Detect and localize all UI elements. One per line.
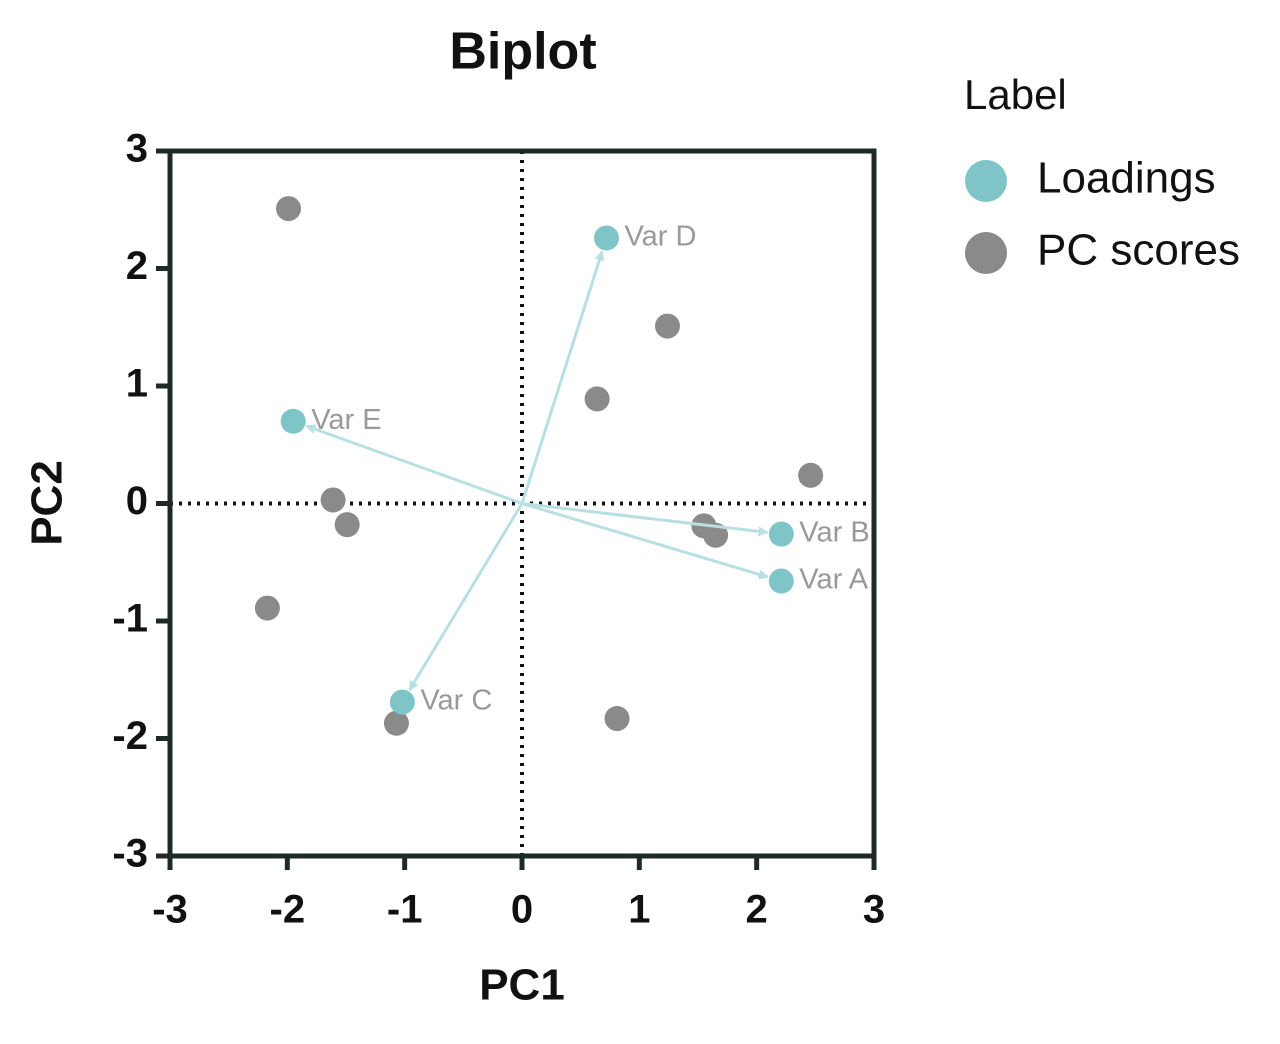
legend-label: Loadings [1037, 154, 1216, 203]
point [798, 462, 824, 488]
point-label: Var A [799, 564, 868, 596]
y-tick-label: 1 [126, 362, 148, 406]
point [276, 196, 302, 222]
x-tick-label: -2 [270, 888, 306, 932]
point-label: Var B [799, 517, 869, 549]
loading-arrow [408, 502, 524, 691]
x-tick-label: 1 [628, 888, 650, 932]
loading-arrow [521, 502, 769, 537]
point [389, 689, 415, 715]
x-tick-label: 0 [511, 888, 533, 932]
y-tick-label: 3 [126, 127, 148, 171]
point [383, 710, 409, 736]
x-tick-label: -1 [387, 888, 423, 932]
point [768, 568, 794, 594]
point [334, 512, 360, 538]
loading-arrow [521, 502, 769, 580]
point [604, 706, 630, 732]
legend-title: Label [964, 71, 1067, 118]
plot: -3 -2 -1 0 1 2 3 -3 -2 -1 0 1 2 3 Var A Var B Var C Var D… [112, 127, 1240, 932]
y-tick-label: 0 [126, 479, 148, 523]
y-tick-label: 2 [126, 244, 148, 288]
point [254, 595, 280, 621]
loading-arrow [520, 250, 605, 504]
y-tick-label: -1 [112, 597, 148, 641]
point [320, 487, 346, 513]
x-tick-label: 3 [863, 888, 885, 932]
x-tick-label: -3 [152, 888, 188, 932]
y-tick-label: -2 [112, 714, 148, 758]
point [584, 386, 610, 412]
point-label: Var C [420, 685, 492, 717]
point [280, 408, 306, 434]
x-tick-label: 2 [746, 888, 768, 932]
chart-title: Biplot [449, 23, 596, 81]
plot-frame [167, 148, 877, 859]
point [654, 313, 680, 339]
y-axis-label: PC2 [23, 460, 72, 546]
point [703, 522, 729, 548]
legend-marker [965, 160, 1007, 202]
point [593, 225, 619, 251]
legend-label: PC scores [1037, 226, 1240, 275]
point [768, 521, 794, 547]
x-axis-label: PC1 [479, 961, 565, 1010]
y-tick-label: -3 [112, 832, 148, 876]
point-label: Var D [624, 221, 696, 253]
point-label: Var E [311, 404, 381, 436]
legend-marker [965, 232, 1007, 274]
loading-arrow [305, 424, 523, 505]
